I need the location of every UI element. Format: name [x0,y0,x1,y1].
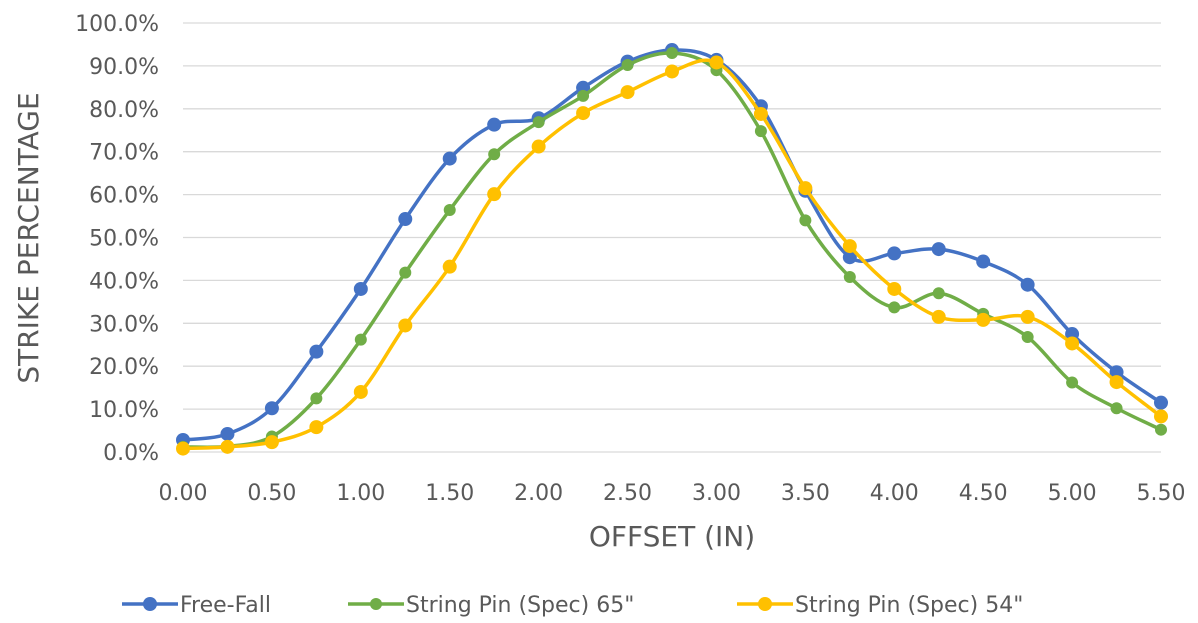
data-point [798,181,813,196]
data-point [621,59,634,72]
y-tick-label: 40.0% [89,269,159,294]
data-point [1109,365,1124,380]
legend-swatch-marker [370,598,382,610]
data-point [353,281,368,296]
x-tick-label: 4.50 [959,481,1008,506]
data-point [443,204,456,217]
data-point [442,259,457,274]
series-lines [176,43,1168,456]
data-point [531,139,546,154]
series-line [181,58,1163,451]
x-tick-label: 0.50 [247,481,296,506]
x-tick-label: 1.50 [425,481,474,506]
data-point [1154,395,1168,410]
data-point [842,239,857,254]
data-point [398,318,413,333]
data-point [220,439,235,454]
data-point [620,85,635,100]
data-point [1020,309,1035,324]
data-point [799,214,812,227]
data-point [1020,277,1035,292]
y-tick-label: 100.0% [75,12,159,37]
data-point [709,55,724,70]
y-tick-label: 0.0% [103,441,159,466]
legend-label: String Pin (Spec) 54" [795,593,1023,618]
data-point [532,116,545,129]
legend: Free-Fall String Pin (Spec) 65" String Pin… [122,593,1023,618]
y-tick-label: 90.0% [89,55,159,80]
data-point [932,287,945,300]
data-point [931,242,946,257]
data-point [353,384,368,399]
data-point [1155,423,1167,436]
series-3 [176,55,1168,456]
y-tick-label: 60.0% [89,184,159,209]
data-point [1065,336,1080,351]
data-point [665,64,679,79]
x-tick-label: 3.50 [781,481,830,506]
legend-swatch-marker [143,597,157,611]
data-point [577,89,590,102]
legend-item: String Pin (Spec) 65" [348,593,634,618]
data-point [398,212,413,227]
data-point [264,401,279,416]
data-point [399,266,412,279]
x-axis-title: OFFSET (IN) [589,520,755,553]
data-point [487,117,502,132]
data-point [1021,331,1034,344]
legend-swatch-marker [758,597,772,611]
y-tick-label: 50.0% [89,227,159,252]
x-axis-ticks: 0.00 0.50 1.00 1.50 2.00 2.50 3.00 3.50 4.00 4.50… [159,481,1186,506]
data-point [842,250,857,265]
data-point [753,106,768,121]
data-point [354,333,367,346]
data-point [931,309,946,324]
y-axis-title: STRIKE PERCENTAGE [12,92,45,383]
data-point [310,392,323,405]
data-point [1154,409,1168,424]
legend-item: String Pin (Spec) 54" [737,593,1023,618]
data-point [309,344,324,359]
x-tick-label: 5.00 [1048,481,1097,506]
data-point [309,420,324,435]
y-tick-label: 80.0% [89,98,159,123]
series-2 [177,47,1167,453]
data-point [976,254,991,269]
x-tick-label: 1.00 [336,481,385,506]
data-point [843,270,856,283]
data-point [888,301,901,314]
data-point [887,281,902,296]
data-point [488,148,501,161]
y-tick-label: 30.0% [89,312,159,337]
data-point [1066,376,1079,389]
data-point [576,106,591,121]
data-point [754,125,767,138]
data-point [264,435,279,450]
y-tick-label: 20.0% [89,355,159,380]
data-point [976,312,991,327]
data-point [1109,375,1124,390]
data-point [220,426,235,441]
x-tick-label: 2.50 [603,481,652,506]
data-point [887,246,902,261]
data-point [487,187,502,202]
legend-item: Free-Fall [122,593,271,618]
x-tick-label: 5.50 [1137,481,1186,506]
data-point [666,47,678,60]
gridlines [183,22,1161,453]
y-tick-label: 10.0% [89,398,159,423]
x-tick-label: 4.00 [870,481,919,506]
y-tick-label: 70.0% [89,141,159,166]
data-point [1110,402,1123,415]
data-point [176,441,190,456]
series-line [181,51,1163,450]
legend-label: Free-Fall [180,593,271,618]
y-axis-ticks: 0.0% 10.0% 20.0% 30.0% 40.0% 50.0% 60.0% 70.0% 8… [75,12,159,466]
x-tick-label: 2.00 [514,481,563,506]
legend-label: String Pin (Spec) 65" [406,593,634,618]
data-point [442,151,457,166]
x-tick-label: 3.00 [692,481,741,506]
x-tick-label: 0.00 [159,481,208,506]
